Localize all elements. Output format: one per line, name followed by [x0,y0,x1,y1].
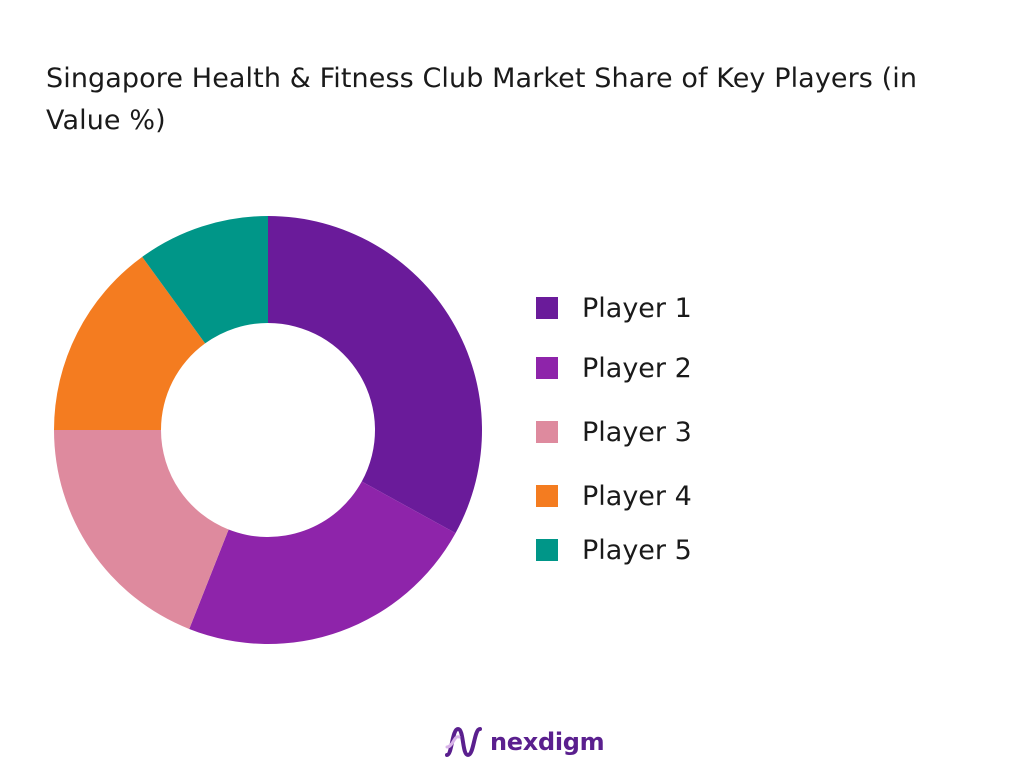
legend-item-player-3: Player 3 [536,412,692,452]
legend-swatch [536,421,558,443]
brand-logo: nexdigm [444,722,605,762]
legend-swatch [536,539,558,561]
legend-label: Player 3 [582,416,692,448]
legend-label: Player 1 [582,292,692,324]
chart-title: Singapore Health & Fitness Club Market S… [46,63,918,136]
legend-swatch [536,297,558,319]
donut-slice-5 [142,216,268,344]
nexdigm-wave-icon [445,726,482,758]
legend-label: Player 4 [582,480,692,512]
legend-item-player-5: Player 5 [536,530,692,570]
donut-slice-2 [189,481,456,644]
donut-slice-3 [54,430,229,629]
legend-label: Player 2 [582,352,692,384]
legend-swatch [536,485,558,507]
legend-item-player-1: Player 1 [536,288,692,328]
logo-text: nexdigm [490,728,605,756]
legend-item-player-2: Player 2 [536,348,692,388]
donut-slice-1 [268,216,482,534]
donut-slice-4 [54,256,206,430]
donut-slices [54,216,482,644]
legend-item-player-4: Player 4 [536,476,692,516]
legend-swatch [536,357,558,379]
legend-label: Player 5 [582,534,692,566]
